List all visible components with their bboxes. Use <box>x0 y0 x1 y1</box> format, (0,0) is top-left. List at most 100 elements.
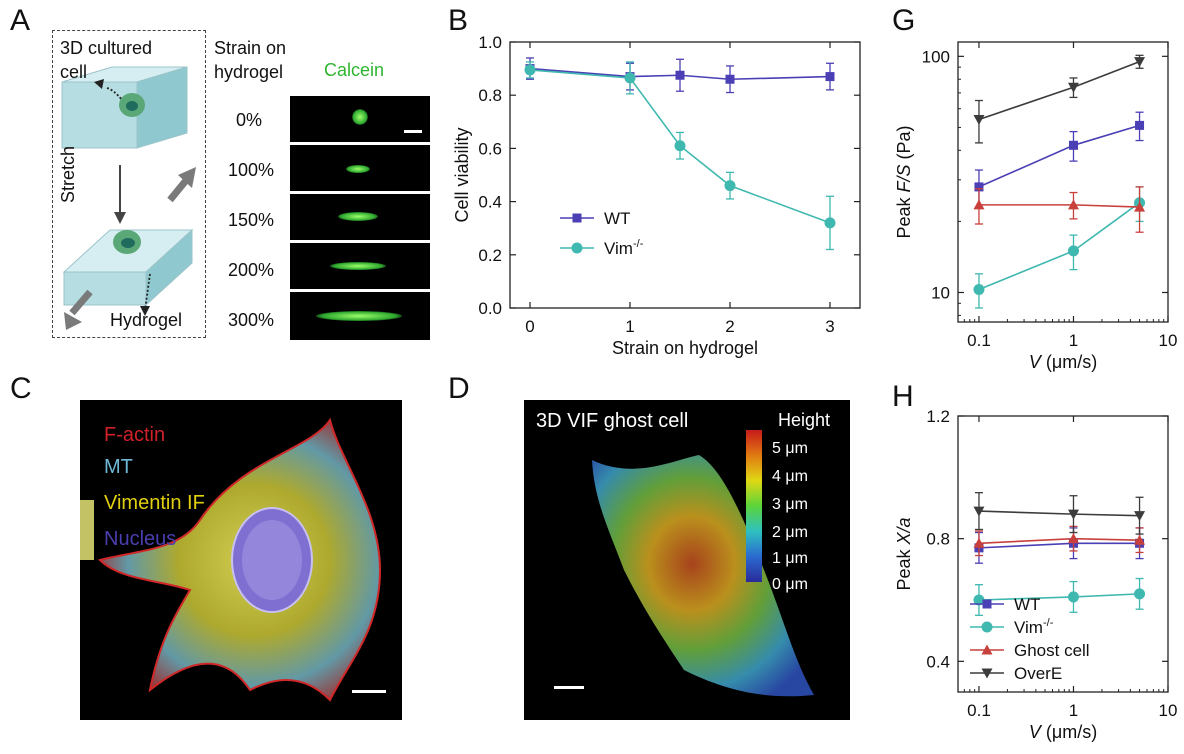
calcein-image-0 <box>290 96 430 142</box>
legend-label: Ghost cell <box>1014 641 1090 660</box>
data-point <box>973 199 985 210</box>
x-tick-label: 10 <box>1159 331 1178 350</box>
panel-label-d: D <box>448 372 470 405</box>
series-line <box>978 202 1141 291</box>
data-point <box>1134 57 1146 68</box>
series-2 <box>973 525 1146 557</box>
series-0 <box>974 527 1145 564</box>
data-point <box>1068 140 1078 150</box>
cell-label-line1: 3D cultured <box>60 38 153 58</box>
y-tick-label: 0.4 <box>478 193 502 212</box>
x-tick-label: 1 <box>625 317 634 336</box>
height-colorbar <box>746 430 762 582</box>
data-point <box>973 594 985 606</box>
x-tick-label: 2 <box>725 317 734 336</box>
data-point <box>974 182 984 192</box>
chart-peak-displacement: 0.1 1 10 0.4 0.8 1.2 V (μm/s) Peak X/a WT Vim-/- G… <box>894 407 1177 742</box>
strain-label-200: 200% <box>228 260 275 280</box>
plot-frame <box>509 41 861 309</box>
strain-label-150: 150% <box>228 210 275 230</box>
plot-frame <box>957 41 1169 323</box>
data-point <box>1067 591 1079 603</box>
fluorescence-image <box>80 400 402 720</box>
strain-header-line1: Strain on <box>214 38 287 58</box>
series-1 <box>973 577 1146 616</box>
chart-peak-force: 0.1 1 10 10 100 V (μm/s) Peak F/S (Pa) <box>894 41 1178 372</box>
data-point <box>1067 82 1079 93</box>
scale-bar <box>352 690 386 693</box>
y-tick-label: 0.4 <box>926 652 950 671</box>
x-tick-label: 0.1 <box>967 331 991 350</box>
data-point <box>1134 201 1146 212</box>
calcein-image-100 <box>290 145 430 191</box>
y-tick-label: 0.0 <box>478 299 502 318</box>
ghost-cell-image <box>524 400 850 720</box>
scale-bar <box>404 130 422 133</box>
legend-f-actin: F-actin <box>104 424 166 446</box>
legend-nucleus: Nucleus <box>104 528 177 550</box>
y-tick-label: 100 <box>922 47 950 66</box>
data-point <box>624 72 636 84</box>
legend-label: Vim-/- <box>1014 617 1054 637</box>
calcein-image-300 <box>290 292 430 340</box>
data-point <box>674 140 686 152</box>
height-tick-0: 0 μm <box>772 576 808 593</box>
height-tick-4: 4 μm <box>772 468 808 485</box>
series-3 <box>973 492 1146 535</box>
calcein-image-150 <box>290 194 430 240</box>
legend-marker <box>981 644 993 655</box>
y-axis-label: Peak F/S (Pa) <box>894 125 914 238</box>
legend-mt: MT <box>104 456 133 478</box>
ghost-cell-illustration <box>592 455 814 697</box>
ghost-cell-title: 3D VIF ghost cell <box>536 410 689 432</box>
chart-cell-viability: 0 1 2 3 0.0 0.2 0.4 0.6 0.8 1.0 Strain on hydrogel… <box>452 33 861 358</box>
data-point <box>524 64 536 76</box>
data-point <box>1134 511 1146 522</box>
series-line <box>978 593 1140 601</box>
data-point <box>725 74 735 84</box>
strain-header-line2: hydrogel <box>214 62 284 82</box>
legend-marker <box>572 213 582 223</box>
data-point <box>1067 509 1079 520</box>
height-title: Height <box>778 410 831 430</box>
y-tick-label: 10 <box>931 283 950 302</box>
x-tick-label: 1 <box>1069 701 1078 720</box>
data-point <box>973 537 985 548</box>
y-tick-label: 0.2 <box>478 246 502 265</box>
series-line <box>978 60 1140 121</box>
series-line <box>978 542 1140 549</box>
x-tick-label: 0 <box>525 317 534 336</box>
data-point <box>973 115 985 126</box>
panel-label-b: B <box>448 4 469 37</box>
legend-label: WT <box>1014 595 1040 614</box>
schematic-frame <box>52 30 206 338</box>
data-point <box>724 180 736 192</box>
cell-label-line2: cell <box>60 62 88 82</box>
panel-label-g: G <box>892 4 916 37</box>
y-axis-label: Peak X/a <box>894 517 914 590</box>
series-0 <box>525 57 835 94</box>
legend-vimentin: Vimentin IF <box>104 492 205 514</box>
stretch-label: Stretch <box>58 145 78 203</box>
legend-marker <box>981 668 993 679</box>
data-point <box>973 283 985 295</box>
calcein-image-200 <box>290 243 430 289</box>
x-axis-label: V (μm/s) <box>1029 722 1097 742</box>
x-axis-label: V (μm/s) <box>1029 352 1097 372</box>
data-point <box>824 217 836 229</box>
legend-marker <box>981 621 993 633</box>
height-tick-1: 1 μm <box>772 550 808 567</box>
scale-bar <box>554 686 584 689</box>
data-point <box>1134 588 1146 600</box>
calcein-label: Calcein <box>324 60 385 80</box>
series-0 <box>974 111 1145 208</box>
panel-label-h: H <box>892 380 914 413</box>
data-point <box>1135 120 1145 130</box>
strain-label-0: 0% <box>236 110 263 130</box>
series-line <box>978 510 1140 517</box>
y-tick-label: 0.6 <box>478 139 502 158</box>
data-point <box>1134 534 1146 545</box>
data-point <box>1067 245 1079 257</box>
height-tick-3: 3 μm <box>772 496 808 513</box>
panel-label-a: A <box>10 4 31 37</box>
